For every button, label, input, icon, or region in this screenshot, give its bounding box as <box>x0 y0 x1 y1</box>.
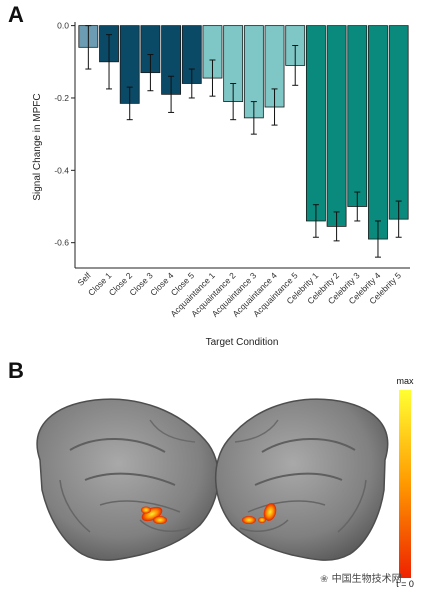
bars-layer <box>78 25 409 240</box>
error-bar <box>106 34 113 90</box>
error-bars-layer <box>85 25 402 258</box>
colorbar-max-label: max <box>396 376 414 386</box>
watermark-icon: ❀ <box>320 574 329 585</box>
error-bar <box>354 191 361 222</box>
activation-cluster-left <box>141 506 167 524</box>
bar-celebrity-3 <box>347 25 368 207</box>
panel-b-label: B <box>8 358 24 383</box>
right-hemisphere <box>215 398 389 561</box>
y-tick-label: 0.0 <box>57 21 69 31</box>
bar-celebrity-5 <box>388 25 409 220</box>
left-hemisphere <box>36 398 220 561</box>
watermark-text: 中国生物技术网 <box>331 574 402 585</box>
bar-celebrity-1 <box>305 25 326 222</box>
error-bar <box>168 75 175 113</box>
error-bar <box>395 200 402 238</box>
panel-a-label: A <box>8 2 24 27</box>
y-tick-label: -0.2 <box>54 93 69 103</box>
watermark: ❀ 中国生物技术网 <box>320 570 402 585</box>
error-bar <box>250 101 257 135</box>
x-axis-label: Target Condition <box>206 337 279 348</box>
error-bar <box>230 83 237 121</box>
bar-celebrity-2 <box>326 25 347 227</box>
error-bar <box>333 211 340 242</box>
error-bar <box>85 25 92 70</box>
colorbar-gradient <box>399 390 411 578</box>
activation-cluster-right <box>242 503 277 524</box>
y-ticks-layer: 0.0 -0.2 -0.4 -0.6 <box>54 21 75 248</box>
y-tick-label: -0.4 <box>54 165 69 175</box>
bar-celebrity-4 <box>368 25 388 240</box>
colorbar: max t = 0 <box>396 376 414 589</box>
error-bar <box>374 220 381 258</box>
error-bar <box>209 59 216 97</box>
error-bar <box>271 88 278 126</box>
error-bar <box>147 54 154 92</box>
brain-figure: max t = 0 <box>36 376 414 589</box>
error-bar <box>312 204 319 238</box>
y-tick-label: -0.6 <box>54 238 69 248</box>
error-bar <box>188 68 195 99</box>
error-bar <box>292 45 299 86</box>
y-axis-label: Signal Change in MPFC <box>32 93 43 200</box>
colorbar-min-label: t = 0 <box>396 579 414 589</box>
error-bar <box>126 86 133 121</box>
